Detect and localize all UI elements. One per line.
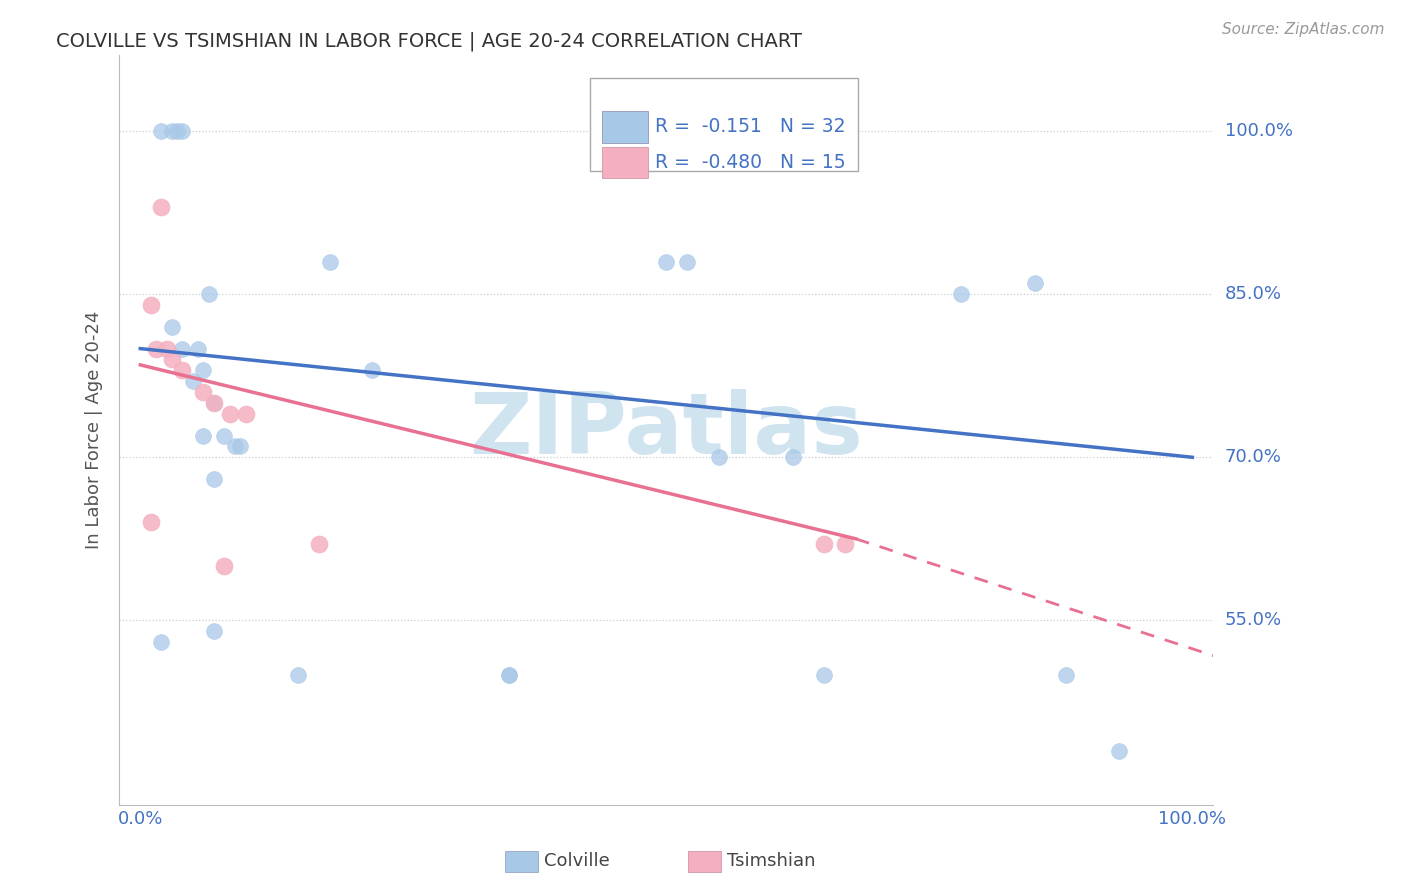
Text: R =  -0.151   N = 32: R = -0.151 N = 32 <box>655 117 846 136</box>
Point <box>1024 277 1046 291</box>
Point <box>202 472 225 486</box>
Point <box>498 667 520 681</box>
Text: Source: ZipAtlas.com: Source: ZipAtlas.com <box>1222 22 1385 37</box>
Point <box>214 428 236 442</box>
Point <box>202 624 225 639</box>
Point <box>160 124 183 138</box>
Point <box>318 254 340 268</box>
Point <box>172 342 194 356</box>
Point <box>360 363 382 377</box>
FancyBboxPatch shape <box>602 111 648 143</box>
Point <box>160 352 183 367</box>
Point <box>150 200 173 214</box>
Point <box>193 385 215 400</box>
Point <box>782 450 804 465</box>
Text: 70.0%: 70.0% <box>1225 449 1281 467</box>
Point <box>150 635 173 649</box>
Point <box>224 439 246 453</box>
FancyBboxPatch shape <box>602 146 648 178</box>
Point <box>229 439 252 453</box>
Point <box>498 667 520 681</box>
Point <box>202 396 225 410</box>
Point <box>156 342 179 356</box>
FancyBboxPatch shape <box>589 78 858 171</box>
Text: 85.0%: 85.0% <box>1225 285 1282 303</box>
Text: 100.0%: 100.0% <box>1225 122 1292 140</box>
Point <box>145 342 167 356</box>
Point <box>193 363 215 377</box>
Point <box>308 537 330 551</box>
Point <box>139 298 162 312</box>
Text: R =  -0.480   N = 15: R = -0.480 N = 15 <box>655 153 846 172</box>
Point <box>218 407 240 421</box>
Point <box>166 124 188 138</box>
Text: ZIPatlas: ZIPatlas <box>470 389 863 472</box>
Point <box>187 342 209 356</box>
Point <box>1054 667 1077 681</box>
Point <box>172 363 194 377</box>
Point <box>172 124 194 138</box>
Text: COLVILLE VS TSIMSHIAN IN LABOR FORCE | AGE 20-24 CORRELATION CHART: COLVILLE VS TSIMSHIAN IN LABOR FORCE | A… <box>56 31 803 51</box>
Point <box>813 667 835 681</box>
Point <box>1108 744 1130 758</box>
Point <box>287 667 309 681</box>
Point <box>813 537 835 551</box>
Point <box>235 407 257 421</box>
Point <box>949 287 972 301</box>
Point <box>197 287 219 301</box>
Point <box>676 254 699 268</box>
Point <box>202 396 225 410</box>
Point <box>139 516 162 530</box>
Point <box>707 450 730 465</box>
Text: Colville: Colville <box>544 852 610 870</box>
Point <box>214 558 236 573</box>
Point <box>150 124 173 138</box>
Point <box>181 374 204 388</box>
Point <box>193 428 215 442</box>
Point <box>160 319 183 334</box>
Point <box>655 254 678 268</box>
Y-axis label: In Labor Force | Age 20-24: In Labor Force | Age 20-24 <box>86 311 103 549</box>
Point <box>834 537 856 551</box>
Text: Tsimshian: Tsimshian <box>727 852 815 870</box>
Text: 55.0%: 55.0% <box>1225 611 1282 630</box>
